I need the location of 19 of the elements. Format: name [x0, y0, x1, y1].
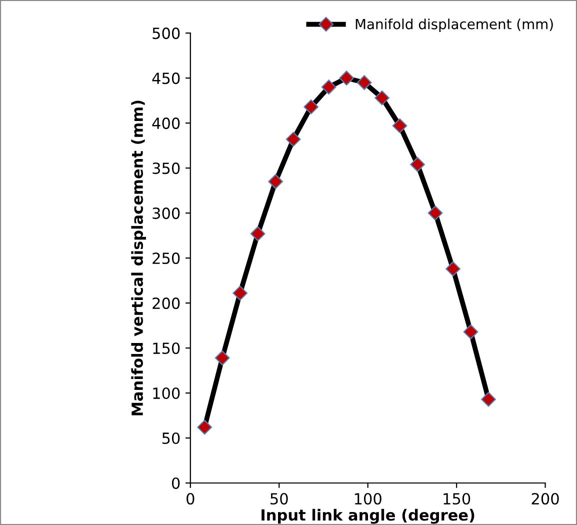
- legend-label: Manifold displacement (mm): [356, 18, 553, 32]
- y-axis-title: Manifold vertical displacement (mm): [131, 100, 146, 416]
- y-tick-label: 350: [152, 162, 180, 174]
- x-tick-label: 100: [354, 492, 382, 505]
- x-tick-label: 0: [186, 492, 194, 505]
- x-axis-title: Input link angle (degree): [262, 508, 474, 524]
- y-tick-label: 0: [172, 477, 180, 490]
- y-tick-label: 150: [153, 342, 180, 354]
- x-tick-label: 150: [444, 492, 470, 505]
- y-tick-label: 400: [152, 118, 180, 130]
- y-tick-label: 450: [152, 72, 180, 84]
- y-tick-label: 500: [152, 28, 180, 40]
- x-tick-label: 200: [532, 492, 559, 505]
- y-tick-label: 100: [153, 387, 180, 400]
- y-tick-label: 200: [152, 297, 180, 310]
- y-tick-label: 50: [162, 432, 180, 444]
- y-tick-label: 300: [152, 208, 180, 220]
- x-tick-label: 50: [270, 492, 288, 505]
- y-tick-label: 250: [152, 252, 180, 264]
